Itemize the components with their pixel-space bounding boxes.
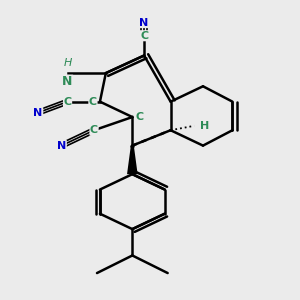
Polygon shape: [127, 146, 138, 174]
Text: N: N: [62, 75, 73, 88]
Text: N: N: [34, 108, 43, 118]
Text: C: C: [140, 31, 148, 41]
Text: C: C: [90, 125, 98, 135]
Text: C: C: [135, 112, 143, 122]
Text: H: H: [63, 58, 72, 68]
Text: C: C: [89, 97, 97, 107]
Text: N: N: [57, 141, 66, 151]
Text: C: C: [64, 97, 72, 107]
Text: H: H: [200, 121, 209, 131]
Text: N: N: [140, 18, 149, 28]
